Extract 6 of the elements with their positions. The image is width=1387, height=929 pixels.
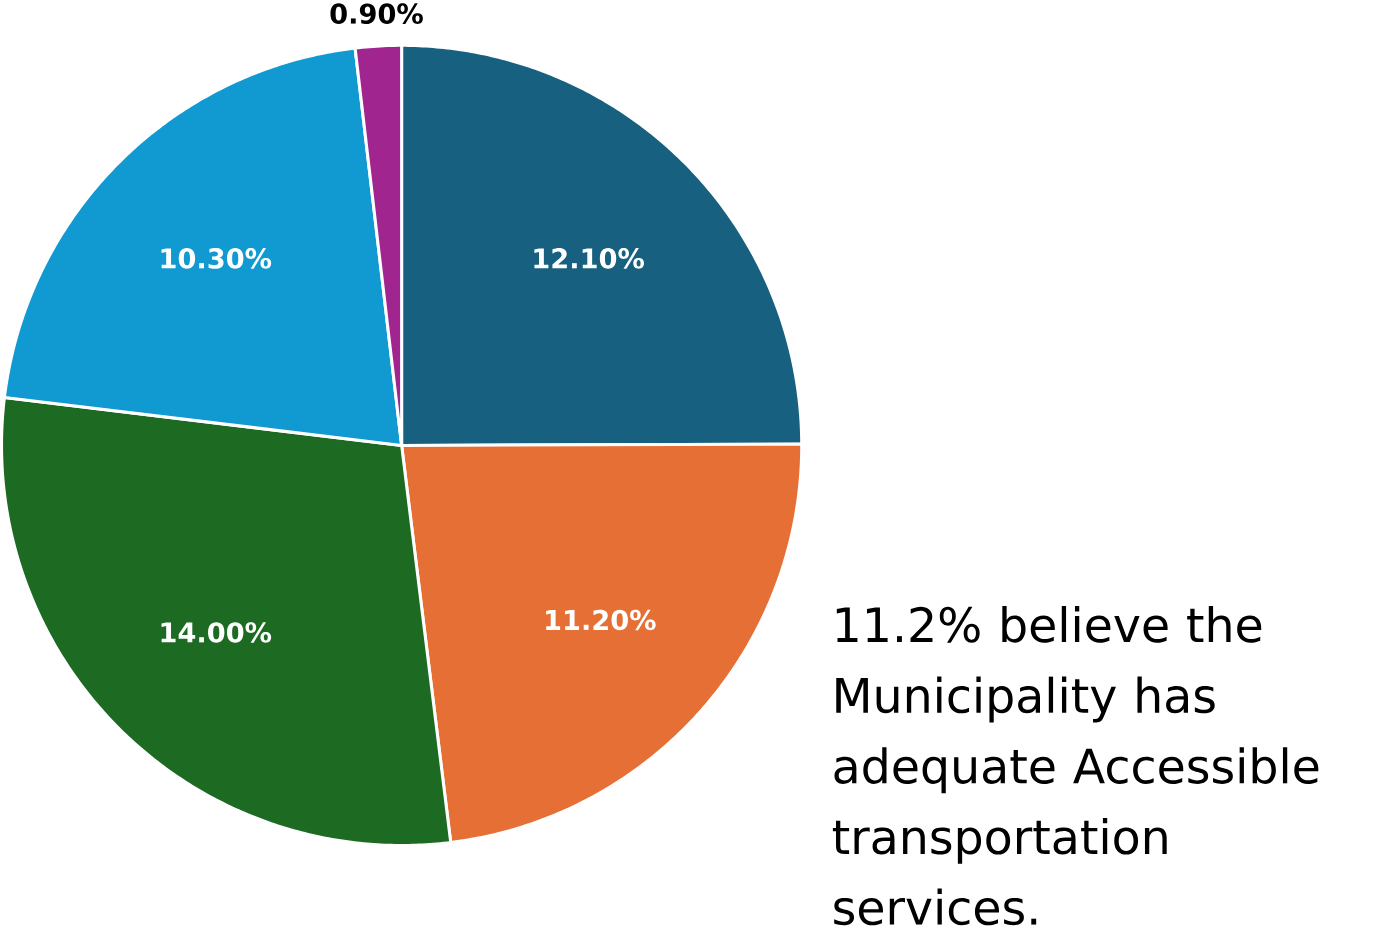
data-label: 0.90% [330,3,423,25]
data-label: 12.10% [534,248,644,269]
data-label: 10.30% [161,248,272,269]
data-label: 11.20% [546,609,656,631]
text: 11.2% believe the Municipality has adequate Accessible transportation services. [832,606,1319,926]
data-label: 14.00% [161,622,272,643]
